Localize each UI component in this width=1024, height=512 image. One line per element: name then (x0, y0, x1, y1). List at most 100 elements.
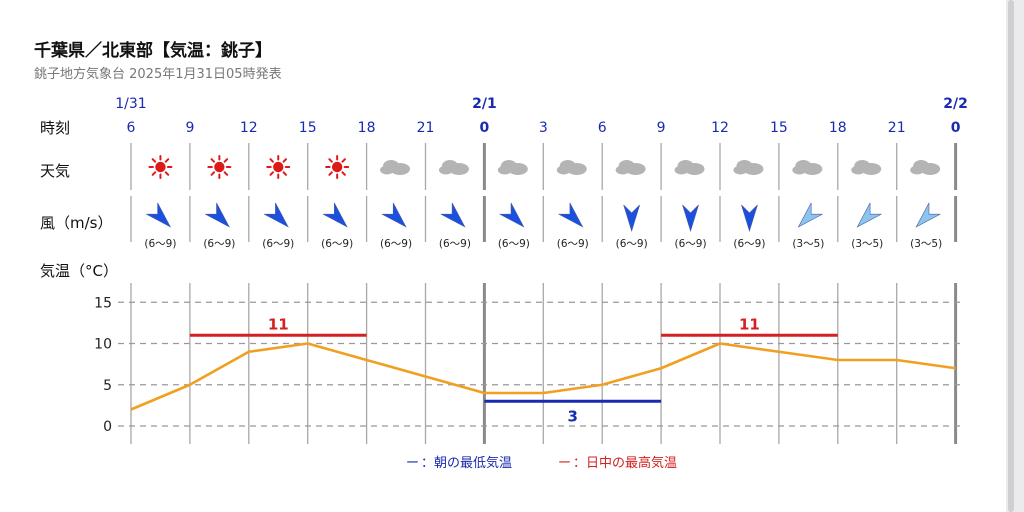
wind-arrow-icon (682, 204, 699, 233)
hour-label: 18 (358, 120, 376, 136)
hour-label: 12 (240, 120, 258, 136)
wind-speed-label: (6〜9) (557, 238, 589, 250)
hour-label: 6 (598, 120, 607, 136)
cloud-part (792, 165, 807, 175)
hour-label: 3 (539, 120, 548, 136)
sunny-icon (148, 155, 173, 179)
min-temp-label: 3 (568, 407, 578, 425)
wind-arrow-icon (263, 202, 289, 228)
cloud-part (861, 163, 882, 175)
hour-label: 12 (711, 120, 729, 136)
cloudy-icon (851, 160, 882, 175)
sun-ray (282, 158, 288, 163)
cloud-part (448, 163, 469, 175)
sunny-icon (325, 155, 350, 179)
page-title: 千葉県／北東部【気温：銚子】 (34, 41, 272, 61)
hour-label: 9 (185, 120, 194, 136)
sun-ray (328, 171, 333, 176)
cloud-part (910, 165, 925, 175)
cloud-part (507, 163, 528, 175)
legend-max-mark: ー (558, 456, 571, 471)
legend-min-label: ：朝の最低気温 (421, 455, 512, 471)
legend-max-label: ：日中の最高気温 (573, 455, 677, 471)
date-label: 2/2 (943, 96, 968, 112)
issuer-subtitle: 銚子地方気象台 2025年1月31日05時発表 (34, 67, 282, 82)
date-label: 1/31 (115, 96, 146, 112)
sun-disc (155, 161, 166, 173)
wind-speed-label: (3〜5) (851, 238, 883, 250)
cloudy-icon (615, 160, 646, 175)
date-label: 2/1 (472, 96, 497, 112)
wind-speed-label: (6〜9) (498, 238, 530, 250)
cloud-part (390, 163, 411, 175)
wind-arrow-icon (856, 202, 882, 228)
y-tick-label: 5 (103, 378, 112, 394)
hour-label: 9 (657, 120, 666, 136)
scrollbar[interactable] (1008, 0, 1014, 512)
wind-arrow-icon (797, 202, 823, 228)
cloud-part (920, 163, 941, 175)
cloudy-icon (497, 160, 528, 175)
sun-disc (273, 161, 284, 173)
wind-arrow-icon (146, 202, 172, 228)
time-row-label: 時刻 (40, 119, 70, 137)
cloud-part (625, 163, 646, 175)
cloudy-icon (380, 160, 411, 175)
cloudy-icon (556, 160, 587, 175)
wind-arrow-icon (440, 202, 466, 228)
cloud-part (380, 165, 395, 175)
cloud-part (615, 165, 630, 175)
sun-ray (151, 171, 157, 176)
cloud-part (566, 163, 587, 175)
sun-disc (214, 161, 225, 173)
cloudy-icon (910, 160, 941, 175)
max-temp-label: 11 (739, 315, 760, 333)
cloud-part (733, 165, 748, 175)
sun-ray (151, 158, 157, 163)
sun-ray (328, 158, 333, 163)
hour-label: 15 (299, 120, 317, 136)
wind-arrow-icon (205, 202, 230, 228)
sun-ray (223, 171, 229, 176)
sun-disc (331, 161, 343, 173)
sun-ray (210, 171, 216, 176)
wind-arrow-icon (499, 202, 525, 228)
wind-speed-label: (6〜9) (380, 238, 412, 250)
wind-speed-label: (6〜9) (675, 238, 707, 250)
wind-arrow-icon (741, 204, 758, 233)
cloud-part (802, 163, 823, 175)
wind-arrow-icon (381, 202, 407, 228)
cloud-part (743, 163, 764, 175)
hour-label: 6 (127, 120, 136, 136)
wind-speed-label: (3〜5) (792, 238, 824, 250)
sun-ray (269, 158, 274, 163)
y-tick-label: 0 (103, 419, 112, 435)
hour-label: 18 (829, 120, 847, 136)
cloudy-icon (438, 160, 469, 175)
cloudy-icon (674, 160, 705, 175)
sun-ray (223, 158, 229, 163)
wind-arrow-icon (623, 204, 640, 233)
temperature-line (130, 342, 956, 411)
wind-speed-label: (6〜9) (439, 238, 471, 250)
hour-label: 21 (888, 120, 906, 136)
cloud-part (851, 165, 866, 175)
y-tick-label: 10 (94, 337, 112, 353)
max-temp-label: 11 (268, 315, 289, 333)
cloud-part (684, 163, 705, 175)
hour-label: 21 (417, 120, 435, 136)
legend-min-mark: ー (406, 456, 419, 471)
wind-arrow-icon (322, 202, 348, 228)
wind-speed-label: (6〜9) (144, 238, 176, 250)
cloud-part (556, 165, 571, 175)
cloudy-icon (733, 160, 764, 175)
hour-label: 0 (951, 120, 961, 136)
y-tick-label: 15 (94, 295, 112, 311)
wind-speed-label: (6〜9) (616, 238, 648, 250)
sun-ray (282, 171, 288, 176)
wind-speed-label: (6〜9) (262, 238, 294, 250)
sun-ray (341, 171, 346, 176)
cloud-part (674, 165, 689, 175)
sun-ray (269, 171, 274, 176)
